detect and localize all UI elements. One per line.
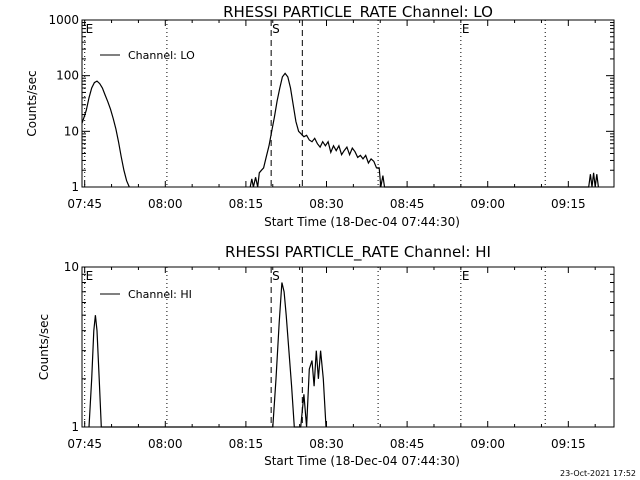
x-tick-label: 08:45 bbox=[390, 197, 425, 211]
panel-2: RHESSI PARTICLE_RATE Channel: HI 07:45 08:… bbox=[37, 243, 615, 468]
series-line bbox=[88, 282, 327, 428]
plot-frame bbox=[81, 266, 615, 428]
y-tick-label: 10 bbox=[64, 260, 79, 274]
y-tick-label: 1 bbox=[71, 180, 79, 194]
marker-label: S bbox=[272, 269, 280, 283]
x-tick-label: 09:00 bbox=[470, 197, 505, 211]
x-tick-label: 08:30 bbox=[309, 437, 344, 451]
y-tick-label: 100 bbox=[56, 69, 79, 83]
x-tick-label: 09:15 bbox=[551, 437, 586, 451]
y-axis-label: Counts/sec bbox=[37, 314, 51, 380]
legend-label: Channel: LO bbox=[128, 49, 195, 62]
marker-label: E bbox=[86, 22, 94, 36]
chart-title: RHESSI PARTICLE_RATE Channel: HI bbox=[225, 243, 491, 262]
series-line bbox=[81, 72, 599, 188]
x-tick-label: 08:15 bbox=[229, 437, 264, 451]
chart-title: RHESSI PARTICLE_RATE Channel: LO bbox=[223, 3, 493, 22]
marker-label: S bbox=[272, 22, 280, 36]
x-axis-label: Start Time (18-Dec-04 07:44:30) bbox=[264, 454, 460, 468]
marker-label: E bbox=[462, 269, 470, 283]
y-tick-label: 1000 bbox=[48, 13, 79, 27]
x-tick-label: 09:00 bbox=[470, 437, 505, 451]
y-axis-label: Counts/sec bbox=[25, 70, 39, 136]
y-tick-label: 1 bbox=[71, 420, 79, 434]
x-tick-label: 08:00 bbox=[148, 197, 183, 211]
panel-1: RHESSI PARTICLE_RATE Channel: LO 07:45 08:… bbox=[25, 3, 615, 229]
x-tick-label: 08:30 bbox=[309, 197, 344, 211]
marker-label: E bbox=[462, 22, 470, 36]
x-tick-label: 07:45 bbox=[67, 197, 102, 211]
x-axis-label: Start Time (18-Dec-04 07:44:30) bbox=[264, 215, 460, 229]
x-tick-label: 08:45 bbox=[390, 437, 425, 451]
y-tick-label: 10 bbox=[64, 124, 79, 138]
x-tick-label: 08:15 bbox=[229, 197, 264, 211]
timestamp: 23-Oct-2021 17:52 bbox=[560, 469, 636, 478]
x-tick-label: 09:15 bbox=[551, 197, 586, 211]
plot-frame bbox=[81, 19, 615, 188]
legend-label: Channel: HI bbox=[128, 288, 192, 301]
x-tick-label: 08:00 bbox=[148, 437, 183, 451]
marker-label: E bbox=[86, 269, 94, 283]
x-tick-label: 07:45 bbox=[67, 437, 102, 451]
